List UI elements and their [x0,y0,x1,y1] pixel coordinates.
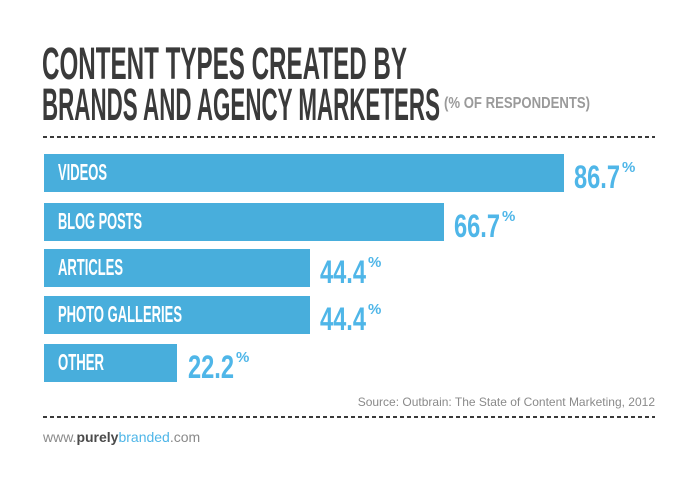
svg-text:VIDEOS: VIDEOS [58,159,107,185]
svg-text:PHOTO GALLERIES: PHOTO GALLERIES [58,301,182,327]
svg-text:22.2: 22.2 [188,349,234,385]
svg-text:OTHER: OTHER [58,349,104,375]
svg-text:%: % [622,159,635,176]
svg-text:86.7: 86.7 [574,159,620,195]
svg-text:66.7: 66.7 [454,208,500,244]
svg-text:%: % [236,349,249,366]
svg-text:44.4: 44.4 [320,254,366,290]
svg-text:%: % [502,208,515,225]
svg-text:(% OF RESPONDENTS): (% OF RESPONDENTS) [444,95,590,112]
svg-text:BRANDS AND AGENCY MARKETERS: BRANDS AND AGENCY MARKETERS [42,79,440,130]
svg-text:%: % [368,301,381,318]
svg-text:ARTICLES: ARTICLES [58,254,123,280]
svg-text:%: % [368,254,381,271]
svg-text:44.4: 44.4 [320,301,366,337]
svg-text:BLOG POSTS: BLOG POSTS [58,208,142,234]
